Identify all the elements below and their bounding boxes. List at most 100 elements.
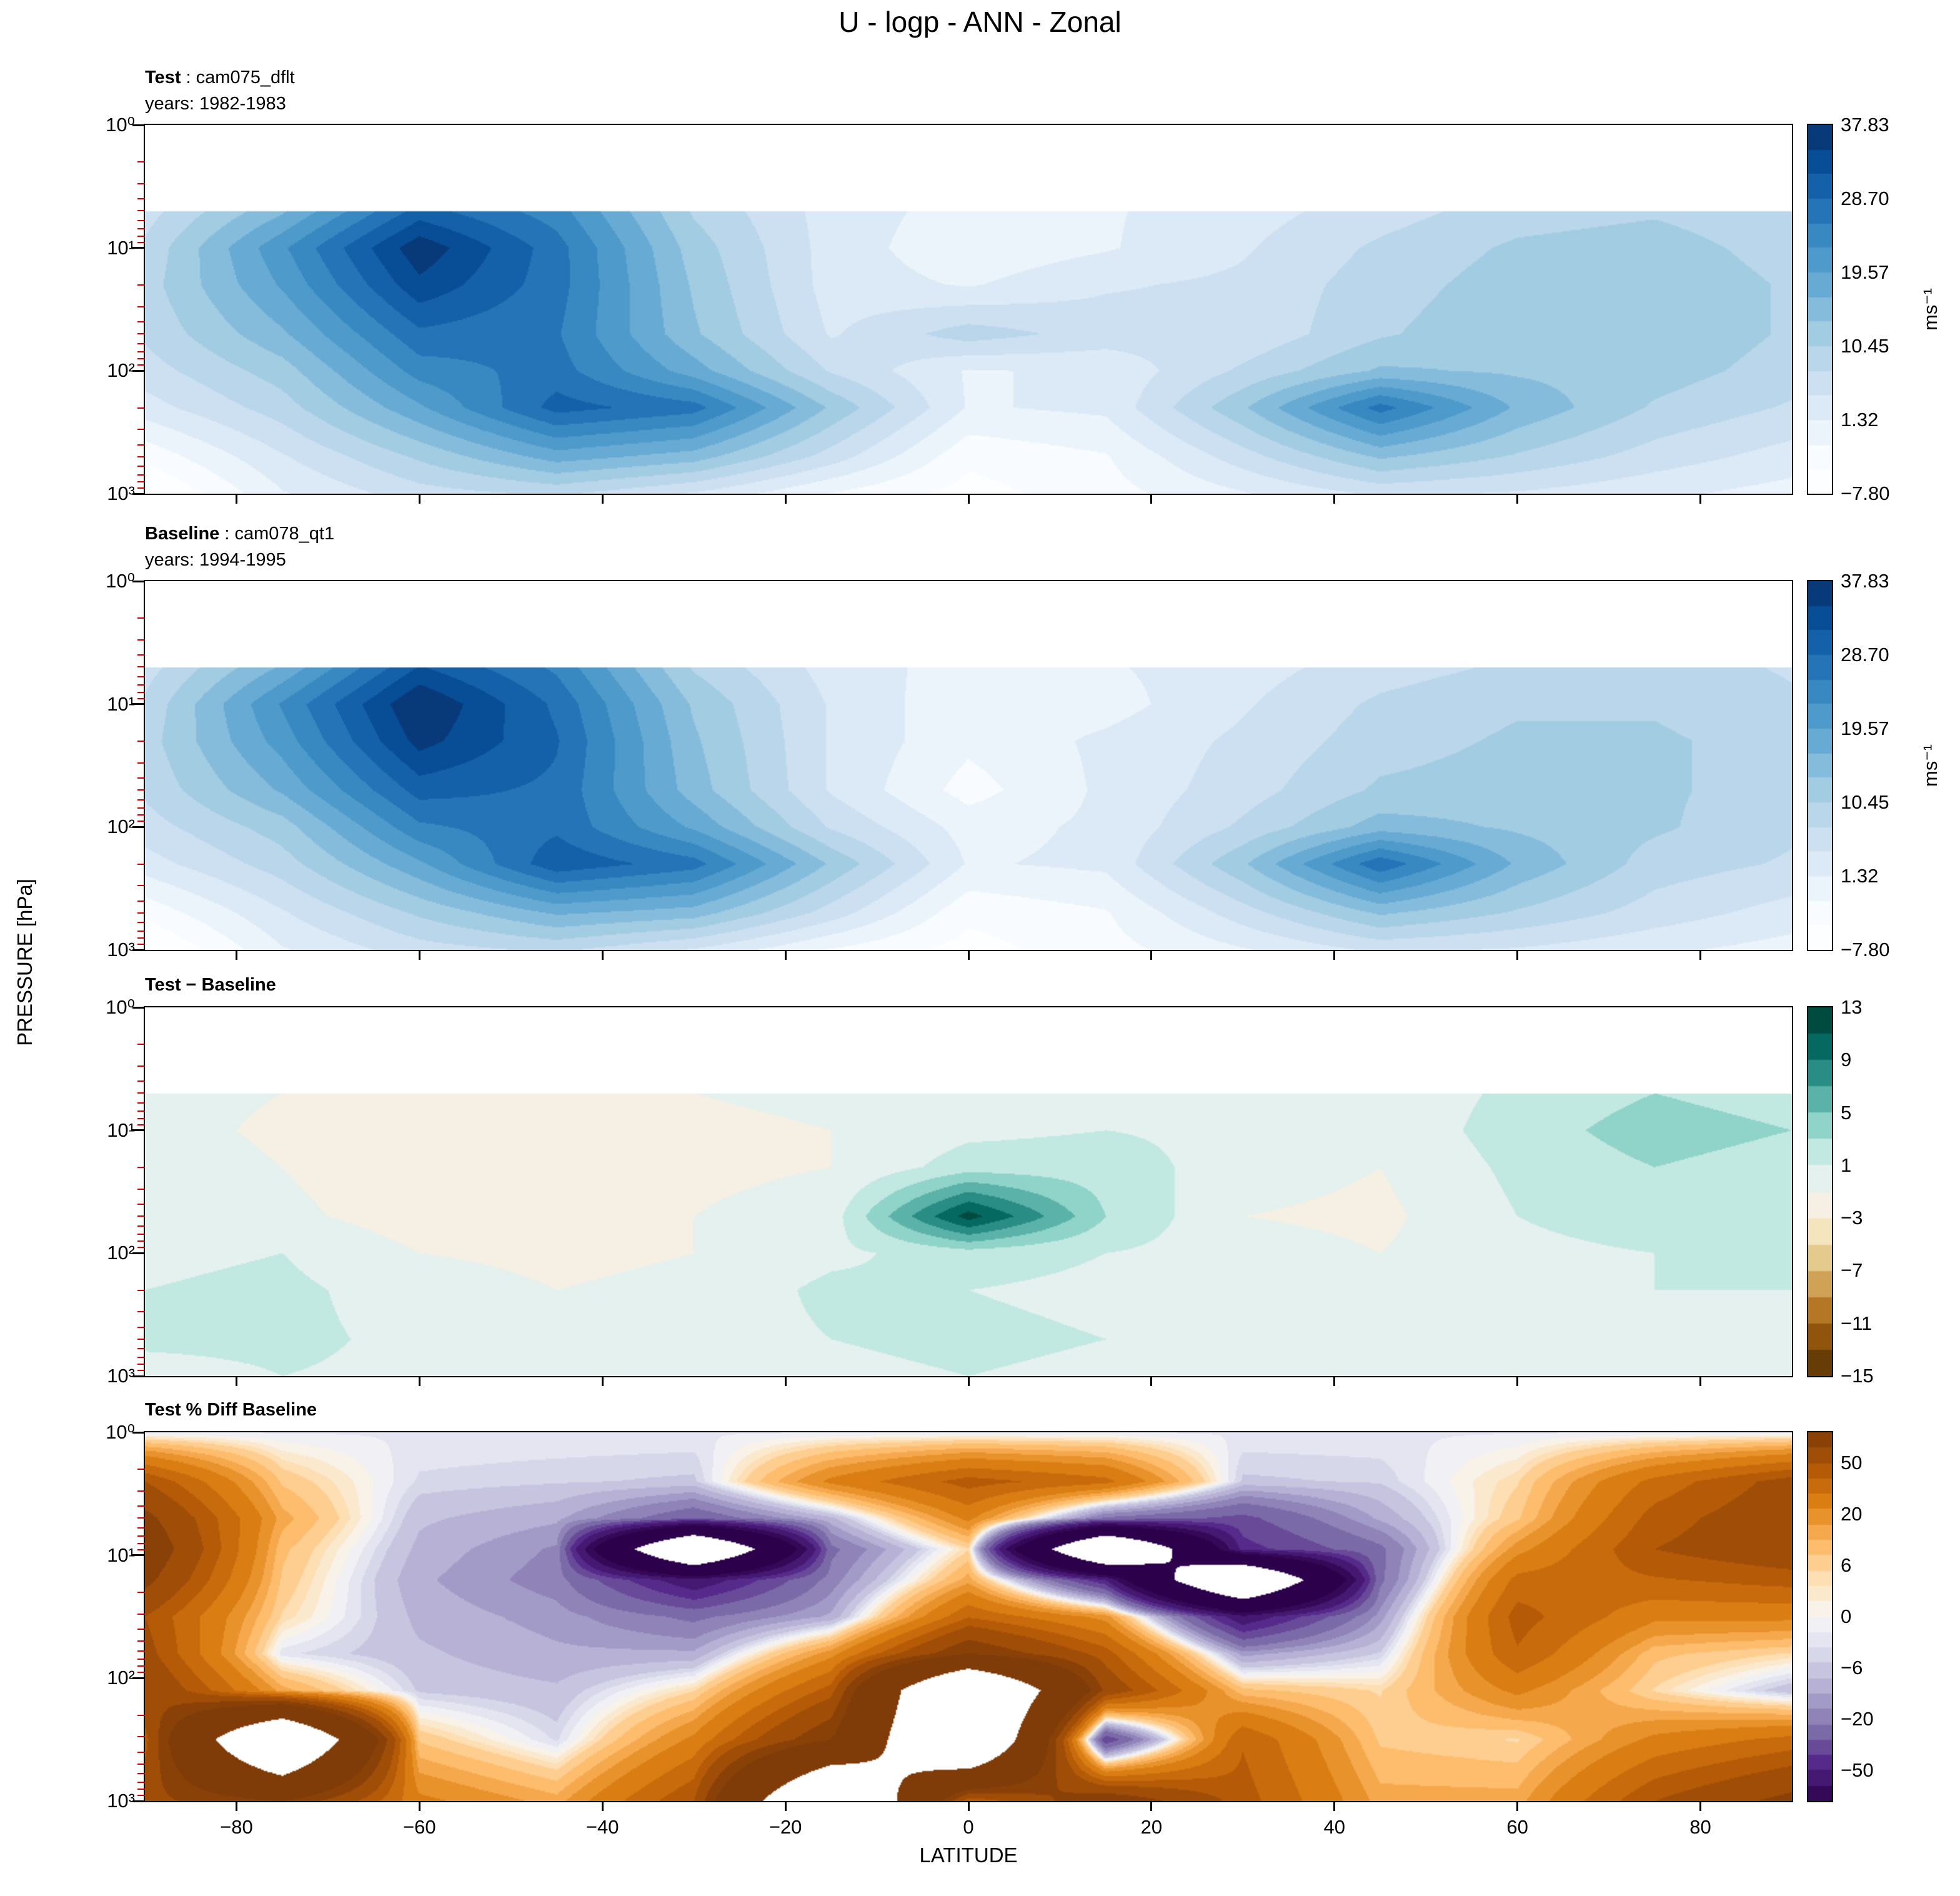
y-major-tick xyxy=(132,580,144,582)
colorbar-tick-label: 1.32 xyxy=(1841,865,1879,887)
y-major-tick xyxy=(132,949,144,951)
x-tick xyxy=(1333,1801,1336,1811)
y-minor-tick xyxy=(137,944,145,945)
y-minor-tick xyxy=(137,306,145,307)
y-minor-tick xyxy=(137,1490,145,1492)
x-tick-label: 80 xyxy=(1689,1816,1711,1838)
y-minor-tick xyxy=(137,1044,145,1045)
y-minor-tick xyxy=(137,364,145,366)
y-minor-tick xyxy=(137,1240,145,1242)
y-tick-label: 10¹ xyxy=(107,1119,135,1141)
x-tick xyxy=(418,950,420,960)
y-minor-tick xyxy=(137,487,145,489)
colorbar-tick-label: 13 xyxy=(1841,996,1863,1018)
x-tick-label: 40 xyxy=(1323,1816,1346,1838)
x-tick-label: −60 xyxy=(403,1816,436,1838)
y-major-tick xyxy=(132,369,144,372)
x-tick-label: −20 xyxy=(769,1816,802,1838)
y-minor-tick xyxy=(137,1714,145,1716)
y-minor-tick xyxy=(137,863,145,865)
x-tick-label: 60 xyxy=(1506,1816,1528,1838)
y-minor-tick xyxy=(137,821,145,822)
x-tick xyxy=(601,950,604,960)
y-tick-label: 10² xyxy=(107,359,135,382)
y-minor-tick xyxy=(137,1204,145,1205)
y-major-tick xyxy=(132,1375,144,1377)
y-minor-tick xyxy=(137,235,145,237)
colorbar-tick-label: 19.57 xyxy=(1841,261,1889,284)
x-tick xyxy=(1333,1376,1336,1386)
y-tick-label: 10³ xyxy=(107,1365,135,1387)
colorbar-canvas xyxy=(1808,1432,1832,1801)
colorbar-tick-label: −7.80 xyxy=(1841,939,1890,960)
colorbar-tick-label: 20 xyxy=(1841,1503,1863,1525)
y-minor-tick xyxy=(137,1549,145,1550)
y-tick-label: 10¹ xyxy=(107,1544,135,1566)
colorbar-tick-label: 37.83 xyxy=(1841,570,1889,592)
y-minor-tick xyxy=(137,1370,145,1371)
y-minor-tick xyxy=(137,407,145,409)
y-major-tick xyxy=(132,826,144,828)
colorbar xyxy=(1807,1431,1833,1802)
x-tick xyxy=(235,1376,237,1386)
y-major-tick xyxy=(132,492,144,495)
panel-plot-frame xyxy=(144,580,1793,951)
y-minor-tick xyxy=(137,333,145,335)
y-minor-tick xyxy=(137,481,145,482)
colorbar-tick-label: −7.80 xyxy=(1841,482,1890,504)
y-minor-tick xyxy=(137,1326,145,1328)
y-minor-tick xyxy=(137,930,145,932)
y-minor-tick xyxy=(137,617,145,619)
colorbar-units-label: ms⁻¹ xyxy=(1919,287,1941,331)
y-tick-label: 10³ xyxy=(107,482,135,504)
x-tick-label: 0 xyxy=(963,1816,974,1838)
y-minor-tick xyxy=(137,1348,145,1350)
y-minor-tick xyxy=(137,1065,145,1067)
x-tick xyxy=(418,1376,420,1386)
y-minor-tick xyxy=(137,1110,145,1112)
colorbar-tick-label: −3 xyxy=(1841,1207,1863,1229)
colorbar-canvas xyxy=(1808,125,1832,494)
y-minor-tick xyxy=(137,342,145,344)
panel-plot-frame xyxy=(144,124,1793,495)
colorbar-tick-label: 5 xyxy=(1841,1101,1852,1124)
figure-title: U - logp - ANN - Zonal xyxy=(838,6,1122,38)
colorbar-tick-label: 50 xyxy=(1841,1452,1863,1474)
y-tick-label: 10³ xyxy=(107,1790,135,1812)
x-tick xyxy=(784,494,787,504)
y-minor-tick xyxy=(137,1736,145,1738)
y-minor-tick xyxy=(137,789,145,791)
x-tick xyxy=(967,950,970,960)
y-minor-tick xyxy=(137,654,145,656)
y-minor-tick xyxy=(137,1613,145,1615)
x-axis-label: LATITUDE xyxy=(919,1844,1018,1867)
colorbar-units-label: ms⁻¹ xyxy=(1919,744,1941,787)
x-tick xyxy=(1699,950,1702,960)
colorbar-tick-label: 1.32 xyxy=(1841,409,1879,431)
panel-heading: Test % Diff Baseline xyxy=(145,1400,317,1420)
panel-plot-frame xyxy=(144,1431,1793,1802)
x-tick xyxy=(1516,494,1519,504)
y-minor-tick xyxy=(137,762,145,764)
y-minor-tick xyxy=(137,691,145,693)
colorbar-tick-label: 28.70 xyxy=(1841,187,1889,210)
y-tick-label: 10³ xyxy=(107,939,135,960)
x-tick xyxy=(1150,1376,1153,1386)
y-minor-tick xyxy=(137,1117,145,1119)
y-minor-tick xyxy=(137,358,145,360)
y-minor-tick xyxy=(137,1672,145,1674)
y-minor-tick xyxy=(137,1166,145,1168)
y-minor-tick xyxy=(137,161,145,163)
colorbar-tick-label: −7 xyxy=(1841,1259,1863,1282)
y-minor-tick xyxy=(137,351,145,352)
x-tick xyxy=(1516,950,1519,960)
y-minor-tick xyxy=(137,429,145,431)
panel-heading-rest: : cam078_qt1 xyxy=(219,524,335,544)
y-minor-tick xyxy=(137,182,145,184)
y-major-tick xyxy=(132,1252,144,1254)
y-minor-tick xyxy=(137,799,145,801)
y-minor-tick xyxy=(137,198,145,200)
y-tick-label: 10⁰ xyxy=(106,114,135,136)
y-minor-tick xyxy=(137,1505,145,1507)
